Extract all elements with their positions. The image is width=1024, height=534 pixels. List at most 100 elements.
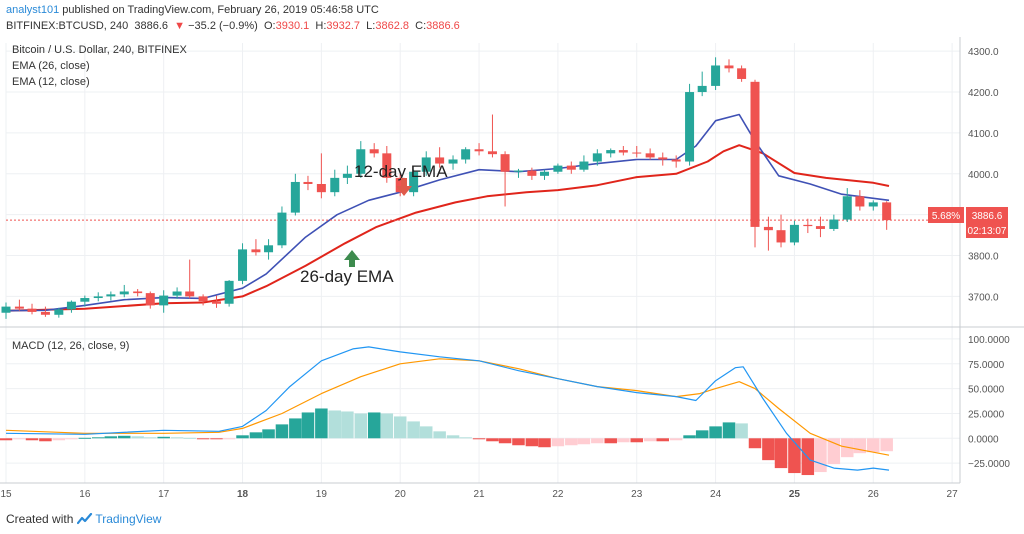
macd-histogram-bar: [774, 438, 788, 469]
macd-histogram-bar: [604, 438, 617, 444]
open-value: 3930.1: [275, 20, 310, 32]
price-tick-label: 3700.0: [968, 292, 999, 303]
macd-tick-label: 100.0000: [968, 335, 1010, 346]
macd-histogram-bar: [565, 438, 578, 446]
candle-body: [882, 202, 892, 221]
macd-histogram-bar: [867, 438, 880, 453]
candle-body: [487, 151, 497, 155]
macd-histogram-bar: [683, 435, 696, 439]
macd-histogram-bar: [709, 426, 722, 439]
macd-tick-label: −25.0000: [968, 459, 1010, 470]
macd-histogram-bar: [433, 431, 446, 439]
candle-body: [290, 181, 300, 213]
macd-histogram-bar: [301, 412, 315, 439]
time-tick-label: 25: [789, 489, 801, 500]
price-tag: [966, 207, 1008, 223]
macd-histogram-bar: [735, 423, 748, 439]
time-tick-label: 20: [395, 489, 407, 500]
macd-tick-label: 75.0000: [968, 360, 1005, 371]
candle-body: [618, 150, 628, 153]
macd-histogram-bar: [407, 421, 420, 439]
pct-tag: [928, 207, 964, 223]
macd-histogram-bar: [617, 438, 630, 443]
open-label: O:: [263, 20, 276, 32]
tradingview-brand[interactable]: TradingView: [95, 512, 162, 526]
macd-histogram-bar: [315, 408, 328, 439]
candle-body: [303, 181, 313, 184]
time-tick-label: 18: [237, 489, 249, 500]
candle-body: [553, 165, 563, 172]
price-tick-label: 3800.0: [968, 252, 999, 263]
macd-histogram-bar: [577, 438, 591, 445]
macd-axis[interactable]: −25.0000 0.0000 25.0000 50.0000 75.0000 100.0…: [968, 335, 1010, 470]
macd-line: [5, 346, 890, 471]
candle-body: [632, 152, 642, 154]
candle-body: [421, 157, 431, 172]
macd-tick-label: 50.0000: [968, 385, 1005, 396]
low-label: L:: [366, 20, 376, 32]
time-tick-label: 27: [947, 489, 959, 500]
change-arrow-icon: ▼: [174, 20, 186, 32]
macd-histogram-bar: [459, 437, 472, 439]
time-tick-label: 16: [79, 489, 91, 500]
macd-histogram-bar: [341, 411, 354, 439]
candle-body: [330, 177, 340, 193]
candle-body: [474, 149, 484, 152]
macd-histogram-bar: [814, 438, 827, 473]
candle-body: [382, 153, 392, 178]
candle-body: [658, 157, 668, 160]
timer-tag: [966, 223, 1008, 238]
candle-body: [606, 150, 616, 154]
macd-histogram-bar: [788, 438, 801, 474]
macd-histogram-bar: [275, 424, 289, 439]
candle-body: [106, 294, 116, 297]
candle-body: [1, 306, 11, 313]
price-chart[interactable]: 3700.03800.03900.04000.04100.04200.04300…: [0, 37, 1024, 508]
candle-body: [264, 245, 274, 253]
macd-histogram-bar: [65, 438, 78, 440]
candle-body: [342, 173, 352, 178]
ema26-label: 26-day EMA: [300, 267, 394, 286]
candle-body: [212, 301, 222, 304]
candle-body: [671, 159, 681, 162]
author-link[interactable]: analyst101: [6, 4, 60, 16]
last-price: 3886.6: [134, 20, 169, 32]
time-tick-label: 23: [631, 489, 643, 500]
ema12-label: 12-day EMA: [354, 162, 448, 181]
pct-tag-text: 5.68%: [932, 211, 960, 222]
publish-info: published on TradingView.com, February 2…: [62, 4, 379, 16]
time-axis[interactable]: 15 16 17 18 19 20 21 22 23 24 25 26 27: [0, 489, 958, 500]
macd-histogram-bar: [118, 435, 131, 439]
candle-body: [868, 202, 878, 207]
macd-histogram-bar: [722, 422, 736, 439]
symbol-label: BITFINEX:BTCUSD, 240: [6, 20, 129, 32]
candle-body: [737, 68, 747, 79]
macd-histogram-bar: [170, 437, 184, 439]
macd-histogram-bar: [880, 438, 893, 452]
macd-histogram-bar: [591, 438, 604, 444]
macd-histogram: [0, 408, 893, 476]
ema26-annotation: 26-day EMA: [300, 250, 394, 286]
candle-body: [277, 212, 287, 246]
indicator-lines: [5, 113, 960, 471]
macd-histogram-bar: [748, 438, 762, 449]
macd-histogram-bar: [827, 438, 841, 465]
footer: Created with TradingView: [6, 512, 161, 526]
candle-body: [513, 170, 523, 172]
candle-body: [855, 196, 865, 207]
candle-body: [776, 230, 786, 243]
candle-body: [685, 92, 695, 162]
candle-body: [645, 153, 655, 158]
candle-body: [251, 249, 261, 253]
time-tick-label: 24: [710, 489, 722, 500]
candle-body: [697, 85, 707, 93]
price-tick-label: 4100.0: [968, 129, 999, 140]
candle-body: [316, 184, 326, 193]
candle-body: [750, 81, 760, 227]
candle-body: [238, 249, 248, 281]
candle-body: [842, 196, 852, 220]
high-value: 3932.7: [326, 20, 361, 32]
macd-legend: MACD (12, 26, close, 9): [12, 340, 129, 352]
candle-body: [500, 154, 510, 172]
candle-body: [159, 295, 169, 306]
